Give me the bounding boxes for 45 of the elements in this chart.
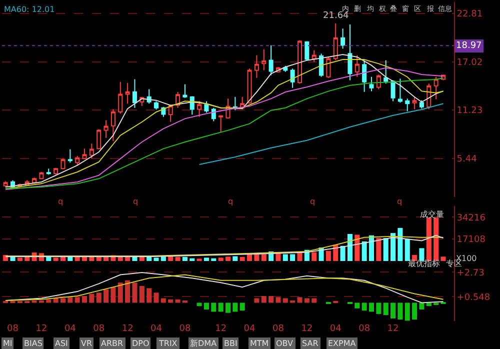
- y-tick-label: 5.44: [456, 154, 478, 164]
- y-tick-label: 17.02: [456, 58, 483, 68]
- x-tick-label: 12: [36, 324, 48, 334]
- x-tick-label: 08: [358, 324, 370, 334]
- x-tick-label: 08: [93, 324, 105, 334]
- text: 成交量: [420, 210, 444, 219]
- x-tick-label: 08: [179, 324, 191, 334]
- text: VR: [81, 339, 92, 348]
- text: BIAS: [24, 339, 42, 348]
- x-tick-label: 08: [272, 324, 284, 334]
- text: MTM: [250, 339, 269, 348]
- y-tick-label: +0.548: [456, 292, 490, 303]
- ref-line-label: 18.97: [456, 41, 482, 51]
- x-tick-label: 12: [215, 324, 227, 334]
- annotation: q: [310, 197, 316, 206]
- x-tick-label: 04: [244, 324, 256, 334]
- y-tick-label: 34216: [456, 213, 486, 224]
- y-tick-label: 11.23: [456, 106, 483, 116]
- x-tick-label: 04: [330, 324, 342, 334]
- annotation: q: [397, 197, 402, 206]
- y-tick-label: +2.73: [456, 268, 484, 278]
- text: DPO: [132, 339, 150, 348]
- x-tick-label: 04: [150, 324, 162, 334]
- text: 新DMA: [190, 339, 218, 348]
- text: TRIX: [158, 339, 178, 348]
- x-tick-label: 12: [301, 324, 313, 334]
- text: MI: [3, 339, 12, 348]
- x-tick-label: 12: [122, 324, 134, 334]
- annotation: q: [133, 197, 138, 206]
- text: ASI: [55, 339, 68, 348]
- text: SAR: [302, 339, 319, 348]
- x-tick-label: 08: [7, 324, 19, 334]
- x-tick-label: 04: [64, 324, 76, 334]
- annotation: q: [228, 197, 234, 206]
- text: EXPMA: [328, 339, 356, 348]
- annotation: MA60: 12.01: [4, 5, 55, 14]
- y-tick-label: 17108: [456, 235, 486, 246]
- annotation: 最优指标: [408, 259, 440, 268]
- text: BBI: [224, 339, 238, 348]
- x-tick-label: 12: [387, 324, 399, 334]
- y-tick-label: 22.81: [456, 10, 483, 20]
- text: OBV: [276, 339, 294, 348]
- text: ARBR: [101, 339, 124, 348]
- annotation: 21.64: [323, 11, 350, 21]
- annotation: q: [58, 197, 64, 206]
